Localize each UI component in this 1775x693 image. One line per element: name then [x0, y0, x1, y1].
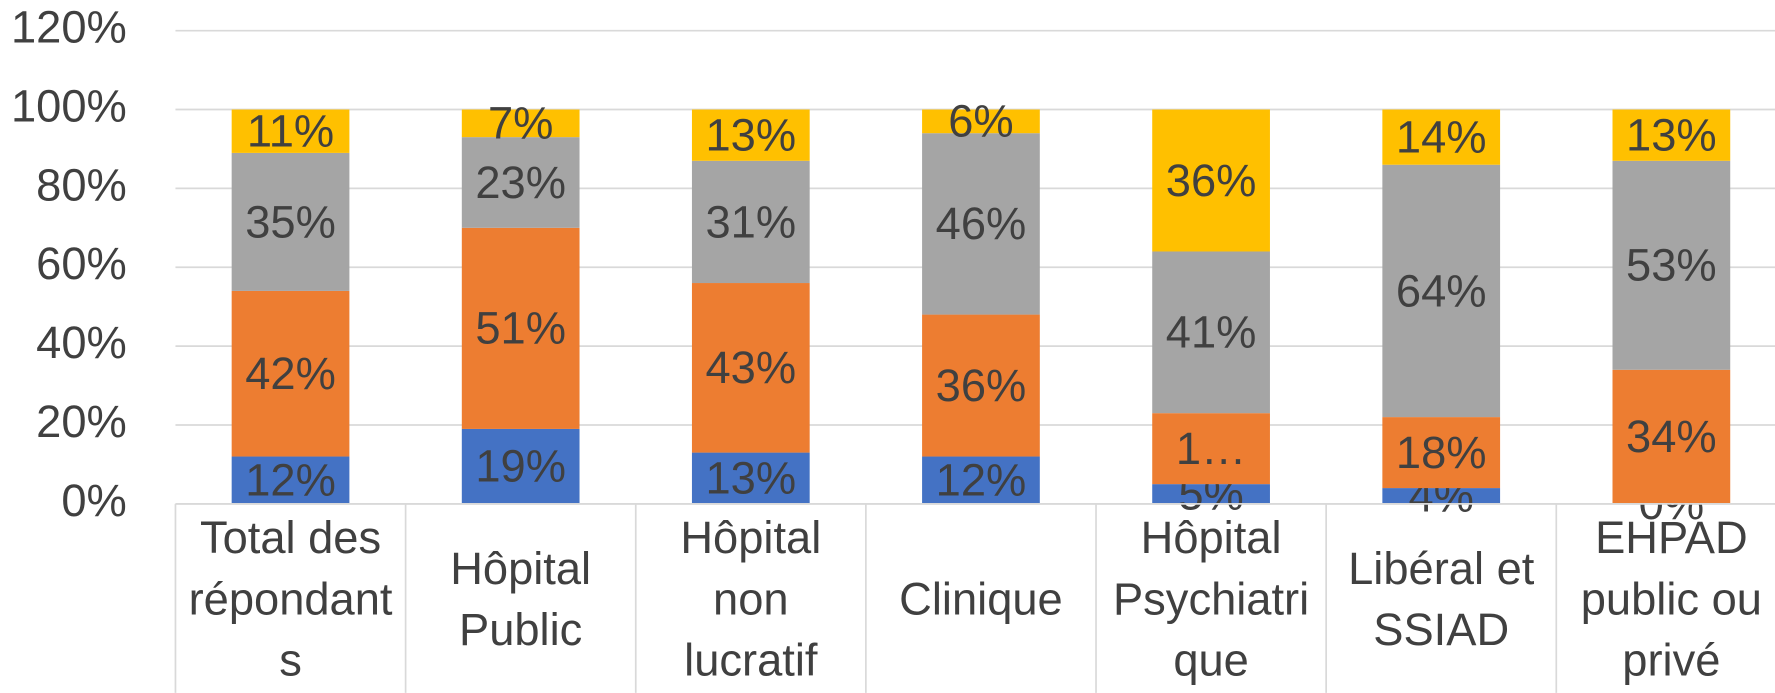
data-label: 7% [488, 98, 553, 149]
x-tick-label: Total des répondant s [189, 512, 393, 685]
bar-segment [231, 290, 350, 457]
y-tick-label: 80% [36, 159, 127, 210]
data-label: 13% [1626, 110, 1717, 161]
bar-segment [922, 109, 1040, 134]
x-tick-label: Clinique [899, 573, 1063, 624]
data-label: 34% [1626, 411, 1717, 462]
bar-segment [922, 133, 1040, 315]
data-label: 13% [706, 110, 797, 161]
bar-segment [1382, 488, 1501, 504]
data-label: 36% [1166, 155, 1257, 206]
bar-segment [231, 456, 350, 504]
bar-segment [231, 109, 350, 153]
bar-segment [691, 283, 810, 453]
y-tick-label: 100% [11, 81, 127, 132]
bar-segment [691, 109, 810, 161]
bar-segment [461, 109, 580, 138]
data-label: 23% [475, 157, 566, 208]
data-label: 14% [1396, 111, 1487, 162]
x-tick-label: Hôpital Psychiatri que [1113, 512, 1309, 685]
bar-segment [1382, 164, 1501, 418]
bar-segment [461, 428, 580, 504]
x-tick-label: Hôpital Public [450, 543, 591, 655]
data-label: 31% [706, 196, 797, 247]
data-label: 12% [936, 455, 1027, 506]
bar-segment [1152, 413, 1270, 485]
y-tick-label: 120% [11, 2, 127, 53]
data-label: 43% [706, 342, 797, 393]
bar-segment [1152, 109, 1270, 252]
x-tick-label: EHPAD public ou privé [1581, 512, 1762, 685]
data-label: 11% [247, 106, 334, 157]
data-label: 42% [245, 348, 336, 399]
data-label: 19% [475, 441, 566, 492]
data-label: 35% [245, 196, 336, 247]
data-label: 12% [245, 455, 336, 506]
data-label: 51% [475, 303, 566, 354]
data-label: 46% [936, 198, 1027, 249]
bar-segment [922, 456, 1040, 504]
data-label: 36% [936, 360, 1027, 411]
y-tick-label: 60% [36, 238, 127, 289]
data-label: 64% [1396, 265, 1487, 316]
bar-segment [1612, 160, 1731, 370]
bar-segment [231, 152, 350, 291]
bar-segment [461, 137, 580, 228]
y-tick-label: 0% [61, 475, 126, 526]
bar-segment [691, 160, 810, 284]
data-label: 53% [1626, 240, 1717, 291]
bar-segment [1612, 369, 1731, 504]
bar-segment [1152, 484, 1270, 504]
data-label: 18% [1396, 427, 1487, 478]
y-tick-label: 40% [36, 317, 127, 368]
data-label: 6% [948, 96, 1013, 147]
bar-segment [922, 314, 1040, 457]
x-tick-label: Libéral et SSIAD [1348, 543, 1535, 655]
bar-segment [461, 227, 580, 429]
bar-segment [1152, 251, 1270, 414]
x-tick-label: Hôpital non lucratif [680, 512, 821, 685]
data-label: 1… [1176, 423, 1246, 474]
y-tick-label: 20% [36, 396, 127, 447]
bar-segment [1382, 109, 1501, 165]
bar-segment [1382, 417, 1501, 489]
data-label: 41% [1166, 307, 1257, 358]
data-label: 13% [706, 453, 797, 504]
bar-segment [691, 452, 810, 504]
bar-segment [1612, 109, 1731, 161]
